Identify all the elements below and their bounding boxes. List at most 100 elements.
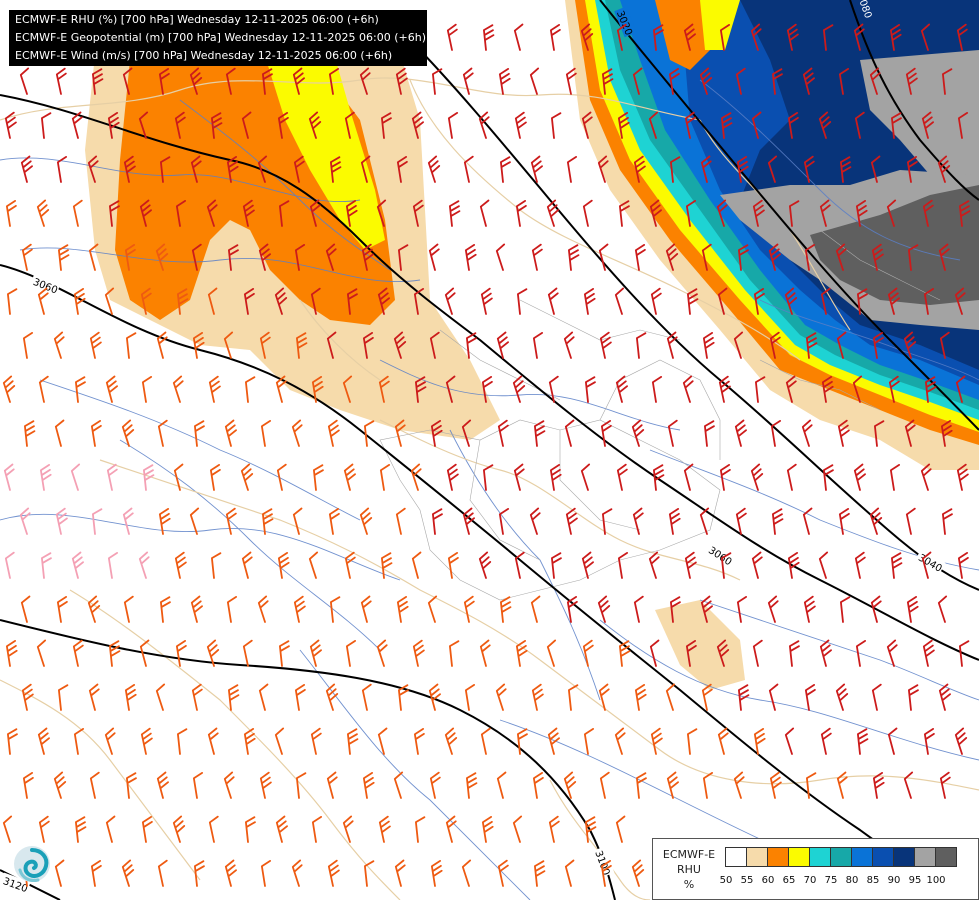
wind-barb-icon xyxy=(515,639,528,667)
wind-barb-icon xyxy=(820,727,832,755)
wind-barb-icon xyxy=(483,24,495,51)
wind-barb-icon xyxy=(139,639,150,667)
legend-tick-label: 60 xyxy=(761,875,775,886)
wind-barb-icon xyxy=(359,67,371,95)
wind-barb-icon xyxy=(636,772,647,799)
wind-barb-icon xyxy=(5,199,17,227)
wind-barb-icon xyxy=(138,551,150,579)
wind-barb-icon xyxy=(38,815,50,843)
wind-barb-icon xyxy=(412,199,424,227)
wind-barb-icon xyxy=(634,683,647,711)
wind-barb-icon xyxy=(174,551,187,579)
wind-barb-icon xyxy=(190,155,202,183)
wind-barb-icon xyxy=(922,639,935,667)
wind-barb-icon xyxy=(786,23,799,51)
wind-barb-icon xyxy=(514,111,527,139)
title-line-geopotential: ECMWF-E Geopotential (m) [700 hPa] Wedne… xyxy=(15,31,426,44)
wind-barb-icon xyxy=(360,595,372,623)
wind-barb-icon xyxy=(547,727,560,755)
wind-barb-icon xyxy=(515,199,527,227)
wind-barb-icon xyxy=(310,727,322,755)
wind-barb-icon xyxy=(260,859,272,887)
wind-barb-icon xyxy=(430,419,443,447)
wind-barb-icon xyxy=(938,243,950,271)
wind-barb-icon xyxy=(257,595,269,623)
wind-barb-icon xyxy=(530,595,541,623)
wind-barb-icon xyxy=(886,199,897,227)
wind-barb-icon xyxy=(158,507,171,535)
wind-barb-icon xyxy=(563,771,577,799)
wind-barb-icon xyxy=(903,331,917,359)
wind-barb-icon xyxy=(598,243,609,271)
wind-barb-icon xyxy=(445,815,457,843)
wind-barb-icon xyxy=(649,199,662,227)
wind-barb-icon xyxy=(619,200,630,227)
wind-barb-icon xyxy=(381,552,393,579)
wind-barb-icon xyxy=(633,155,646,183)
wind-barb-icon xyxy=(853,463,866,491)
wind-barb-icon xyxy=(41,552,52,579)
wind-barb-icon xyxy=(886,639,898,667)
wind-barb-icon xyxy=(921,111,934,139)
wind-barb-icon xyxy=(871,243,884,271)
legend-ticks: 50 55 60 65 70 75 80 85 90 95 100 xyxy=(720,875,979,889)
wind-barb-icon xyxy=(496,331,509,359)
wind-barb-icon xyxy=(19,507,31,535)
country-borders xyxy=(0,77,979,900)
wind-barb-icon xyxy=(277,111,289,139)
wind-barb-icon xyxy=(804,683,816,711)
wind-barb-icon xyxy=(513,463,525,491)
wind-barb-icon xyxy=(211,112,223,139)
wind-barb-icon xyxy=(835,243,847,271)
wind-barb-icon xyxy=(653,464,665,491)
wind-barb-icon xyxy=(172,815,186,843)
wind-barb-icon xyxy=(650,727,663,755)
wind-barb-icon xyxy=(631,419,645,447)
wind-barb-icon xyxy=(328,67,340,95)
wind-barb-icon xyxy=(772,68,783,95)
wind-barb-icon xyxy=(717,287,728,315)
wind-barb-icon xyxy=(923,727,935,755)
wind-barb-icon xyxy=(36,639,47,667)
wind-barb-icon xyxy=(804,243,816,271)
wind-barb-icon xyxy=(122,67,133,95)
wind-barb-icon xyxy=(600,419,612,447)
wind-barb-icon xyxy=(344,111,355,139)
wind-barb-icon xyxy=(872,331,884,359)
wind-barb-icon xyxy=(531,243,543,271)
wind-barb-icon xyxy=(717,727,729,755)
wind-barb-icon xyxy=(922,199,934,227)
wind-barb-icon xyxy=(733,771,745,799)
wind-barb-icon xyxy=(479,639,491,667)
wind-barb-icon xyxy=(480,287,493,315)
wind-barb-icon xyxy=(718,375,731,403)
wind-barb-icon xyxy=(19,67,30,95)
wind-barb-icon xyxy=(908,684,919,711)
wind-barb-icon xyxy=(279,640,290,667)
wind-barb-icon xyxy=(870,595,882,623)
wind-barb-icon xyxy=(377,727,388,755)
wind-barb-icon xyxy=(615,815,626,843)
wind-barb-icon xyxy=(207,727,219,755)
wind-barb-icon xyxy=(364,420,375,447)
wind-barb-icon xyxy=(750,463,764,491)
wind-barb-icon xyxy=(683,463,694,491)
wind-barb-icon xyxy=(908,244,919,271)
wind-barb-icon xyxy=(109,640,121,667)
wind-barb-icon xyxy=(585,816,597,843)
wind-barb-icon xyxy=(666,771,679,799)
legend-swatch xyxy=(851,847,873,867)
wind-barb-icon xyxy=(327,859,340,887)
wind-barb-icon xyxy=(888,375,900,403)
wind-barb-icon xyxy=(667,419,678,447)
wind-barb-icon xyxy=(837,419,850,447)
wind-barb-icon xyxy=(955,375,966,403)
wind-barb-icon xyxy=(177,728,188,755)
wind-barb-icon xyxy=(160,156,171,183)
wind-barb-icon xyxy=(735,507,747,535)
wind-barb-icon xyxy=(2,815,13,843)
wind-barb-icon xyxy=(398,244,409,271)
wind-barb-icon xyxy=(413,727,425,755)
wind-barb-icon xyxy=(313,464,324,491)
wind-barb-icon xyxy=(769,771,782,799)
